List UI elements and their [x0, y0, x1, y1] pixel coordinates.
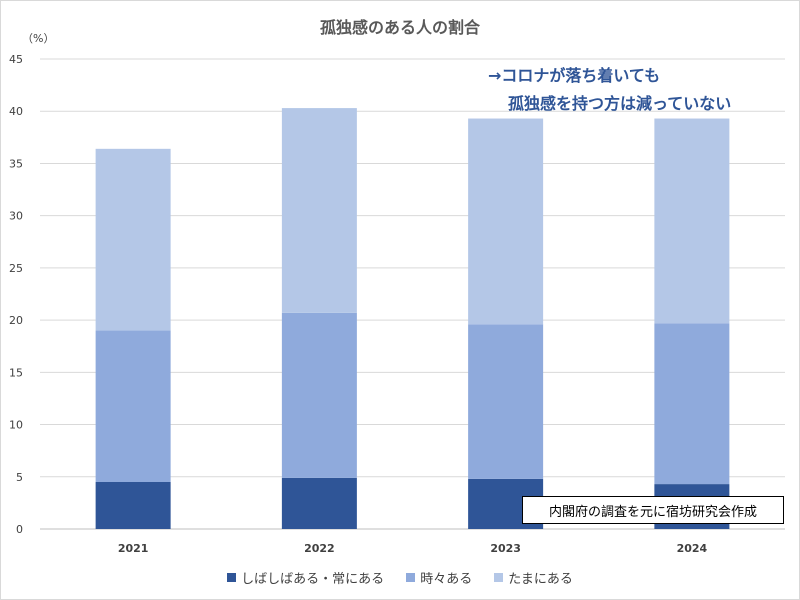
bar-segment — [468, 324, 544, 479]
bar-segment — [95, 330, 171, 482]
y-tick-label: 5 — [16, 471, 23, 484]
y-tick-label: 45 — [9, 53, 23, 66]
annotation-line-1: →コロナが落ち着いても — [488, 66, 661, 85]
bar-segment — [654, 118, 730, 324]
bar-segment — [281, 477, 357, 529]
legend-label: しばしばある・常にある — [241, 572, 385, 587]
y-tick-label: 20 — [9, 314, 23, 327]
bar-segment — [654, 323, 730, 485]
annotation-line-2: 孤独感を持つ方は減っていない — [508, 94, 732, 113]
x-tick-label: 2024 — [677, 542, 708, 555]
legend-item-sometimes: 時々ある — [406, 568, 472, 587]
source-note: 内閣府の調査を元に宿坊研究会作成 — [522, 496, 784, 524]
legend-item-occasionally: たまにある — [494, 568, 573, 587]
x-tick-label: 2022 — [304, 542, 335, 555]
x-tick-label: 2023 — [490, 542, 521, 555]
y-axis-unit: （%） — [22, 32, 55, 45]
chart-title: 孤独感のある人の割合 — [319, 18, 480, 37]
legend-swatch — [494, 573, 504, 582]
y-tick-label: 30 — [9, 210, 23, 223]
legend-label: たまにある — [508, 572, 573, 587]
y-tick-label: 25 — [9, 262, 23, 275]
legend-swatch — [406, 573, 416, 582]
y-tick-label: 0 — [16, 523, 23, 536]
bar-segment — [468, 118, 544, 325]
y-tick-label: 35 — [9, 157, 23, 170]
bar-segment — [95, 482, 171, 529]
y-tick-label: 40 — [9, 105, 23, 118]
legend-swatch — [227, 573, 237, 582]
bar-segment — [281, 312, 357, 478]
bar-segment — [95, 148, 171, 331]
y-tick-label: 10 — [9, 419, 23, 432]
y-tick-label: 15 — [9, 366, 23, 379]
chart-legend: しばしばある・常にある 時々ある たまにある — [0, 568, 800, 587]
x-tick-label: 2021 — [118, 542, 149, 555]
bar-segment — [281, 108, 357, 313]
legend-item-frequent: しばしばある・常にある — [227, 568, 384, 587]
legend-label: 時々ある — [420, 572, 473, 587]
